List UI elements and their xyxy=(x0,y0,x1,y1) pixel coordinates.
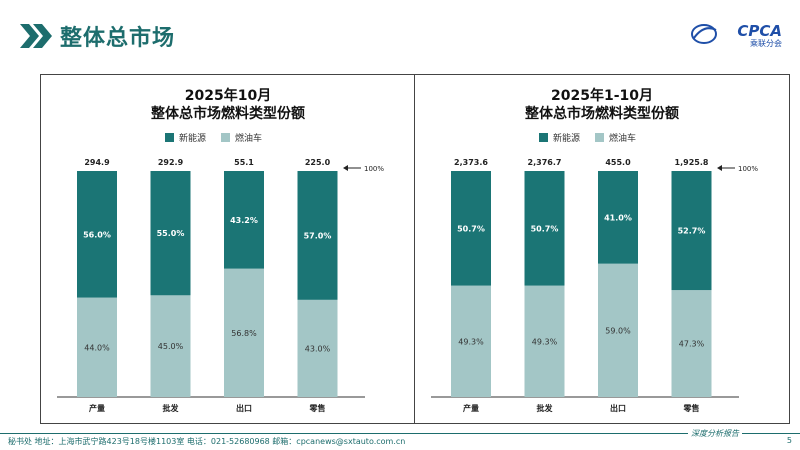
data-label-ice: 45.0% xyxy=(158,342,184,351)
total-label: 455.0 xyxy=(605,158,631,167)
logo-subtitle: 乘联分会 xyxy=(750,39,782,48)
bar-nev xyxy=(224,171,264,269)
total-label: 1,925.8 xyxy=(675,158,709,167)
category-label: 批发 xyxy=(163,403,180,413)
total-label: 225.0 xyxy=(305,158,331,167)
data-label-nev: 52.7% xyxy=(678,227,706,236)
data-label-ice: 59.0% xyxy=(605,326,631,335)
reference-label: 100% xyxy=(738,165,758,173)
data-label-ice: 56.8% xyxy=(231,329,257,338)
total-label: 292.9 xyxy=(158,158,184,167)
category-label: 出口 xyxy=(610,403,626,413)
category-label: 零售 xyxy=(683,403,700,413)
data-label-nev: 50.7% xyxy=(457,224,485,233)
chart-subtitle: 整体总市场燃料类型份额 xyxy=(151,106,305,122)
chart-panel-monthly: 2025年10月 整体总市场燃料类型份额 新能源 燃油车 56.0% 44.0% 294… xyxy=(40,74,416,424)
data-label-nev: 50.7% xyxy=(531,224,559,233)
bar-nev xyxy=(297,171,338,300)
reference-arrow-icon xyxy=(717,165,722,171)
bar-ice xyxy=(224,268,264,397)
page-number: 5 xyxy=(786,436,792,445)
chart-subtitle: 整体总市场燃料类型份额 xyxy=(525,106,679,122)
total-label: 2,373.6 xyxy=(454,158,488,167)
chart-title: 2025年1-10月 xyxy=(551,88,653,104)
total-label: 294.9 xyxy=(84,158,110,167)
category-label: 批发 xyxy=(537,403,554,413)
bar-nev xyxy=(451,171,491,286)
bar-ice xyxy=(451,285,491,397)
data-label-ice: 49.3% xyxy=(458,337,484,346)
legend-label: 新能源 xyxy=(553,132,580,144)
data-label-nev: 56.0% xyxy=(83,230,111,239)
data-label-nev: 55.0% xyxy=(157,229,185,238)
data-label-ice: 43.0% xyxy=(305,344,331,353)
reference-arrow-icon xyxy=(343,165,348,171)
bar-ice xyxy=(150,295,191,397)
data-label-nev: 57.0% xyxy=(304,231,332,240)
data-label-nev: 41.0% xyxy=(604,213,632,222)
logo-brand: CPCA xyxy=(737,22,782,40)
bar-ice xyxy=(77,297,117,397)
category-label: 出口 xyxy=(236,403,252,413)
bar-nev xyxy=(150,171,191,296)
data-label-ice: 49.3% xyxy=(532,337,558,346)
legend-swatch xyxy=(539,133,548,142)
bar-nev xyxy=(77,171,117,298)
legend-label: 燃油车 xyxy=(235,132,262,144)
footer-divider xyxy=(0,433,800,434)
page-header: 整体总市场 CPCA 乘联分会 xyxy=(0,0,800,62)
legend-label: 新能源 xyxy=(179,132,206,144)
footer-contact: 秘书处 地址：上海市武宁路423号18号楼1103室 电话：021-526809… xyxy=(8,437,406,446)
legend-swatch xyxy=(221,133,230,142)
legend-swatch xyxy=(165,133,174,142)
bar-nev xyxy=(671,171,712,291)
category-label: 零售 xyxy=(309,403,326,413)
data-label-nev: 43.2% xyxy=(230,216,258,225)
category-label: 产量 xyxy=(89,403,105,413)
legend-swatch xyxy=(595,133,604,142)
chart-title: 2025年10月 xyxy=(184,88,272,104)
bar-nev xyxy=(598,171,638,264)
bar-nev xyxy=(524,171,565,286)
footer-report-label: 深度分析报告 xyxy=(688,428,742,439)
data-label-ice: 44.0% xyxy=(84,343,110,352)
category-label: 产量 xyxy=(463,403,479,413)
cpca-logo-icon xyxy=(691,24,717,44)
bar-ice xyxy=(297,299,338,397)
bar-ice xyxy=(598,263,638,397)
chart-panel-ytd: 2025年1-10月 整体总市场燃料类型份额 新能源 燃油车 50.7% 49.3% 2… xyxy=(414,74,790,424)
chart-svg-monthly: 新能源 燃油车 56.0% 44.0% 294.9 产量 55.0% 45.0% 292.9 批发… xyxy=(57,132,384,413)
bar-ice xyxy=(671,290,712,397)
total-label: 55.1 xyxy=(234,158,254,167)
reference-label: 100% xyxy=(364,165,384,173)
page-title: 整体总市场 xyxy=(60,26,176,51)
total-label: 2,376.7 xyxy=(528,158,562,167)
chart-svg-ytd: 新能源 燃油车 50.7% 49.3% 2,373.6 产量 50.7% 49.3% 2,376… xyxy=(431,132,758,413)
chevron-icon xyxy=(20,24,52,48)
bar-ice xyxy=(524,285,565,397)
data-label-ice: 47.3% xyxy=(679,340,705,349)
legend-label: 燃油车 xyxy=(609,132,636,144)
